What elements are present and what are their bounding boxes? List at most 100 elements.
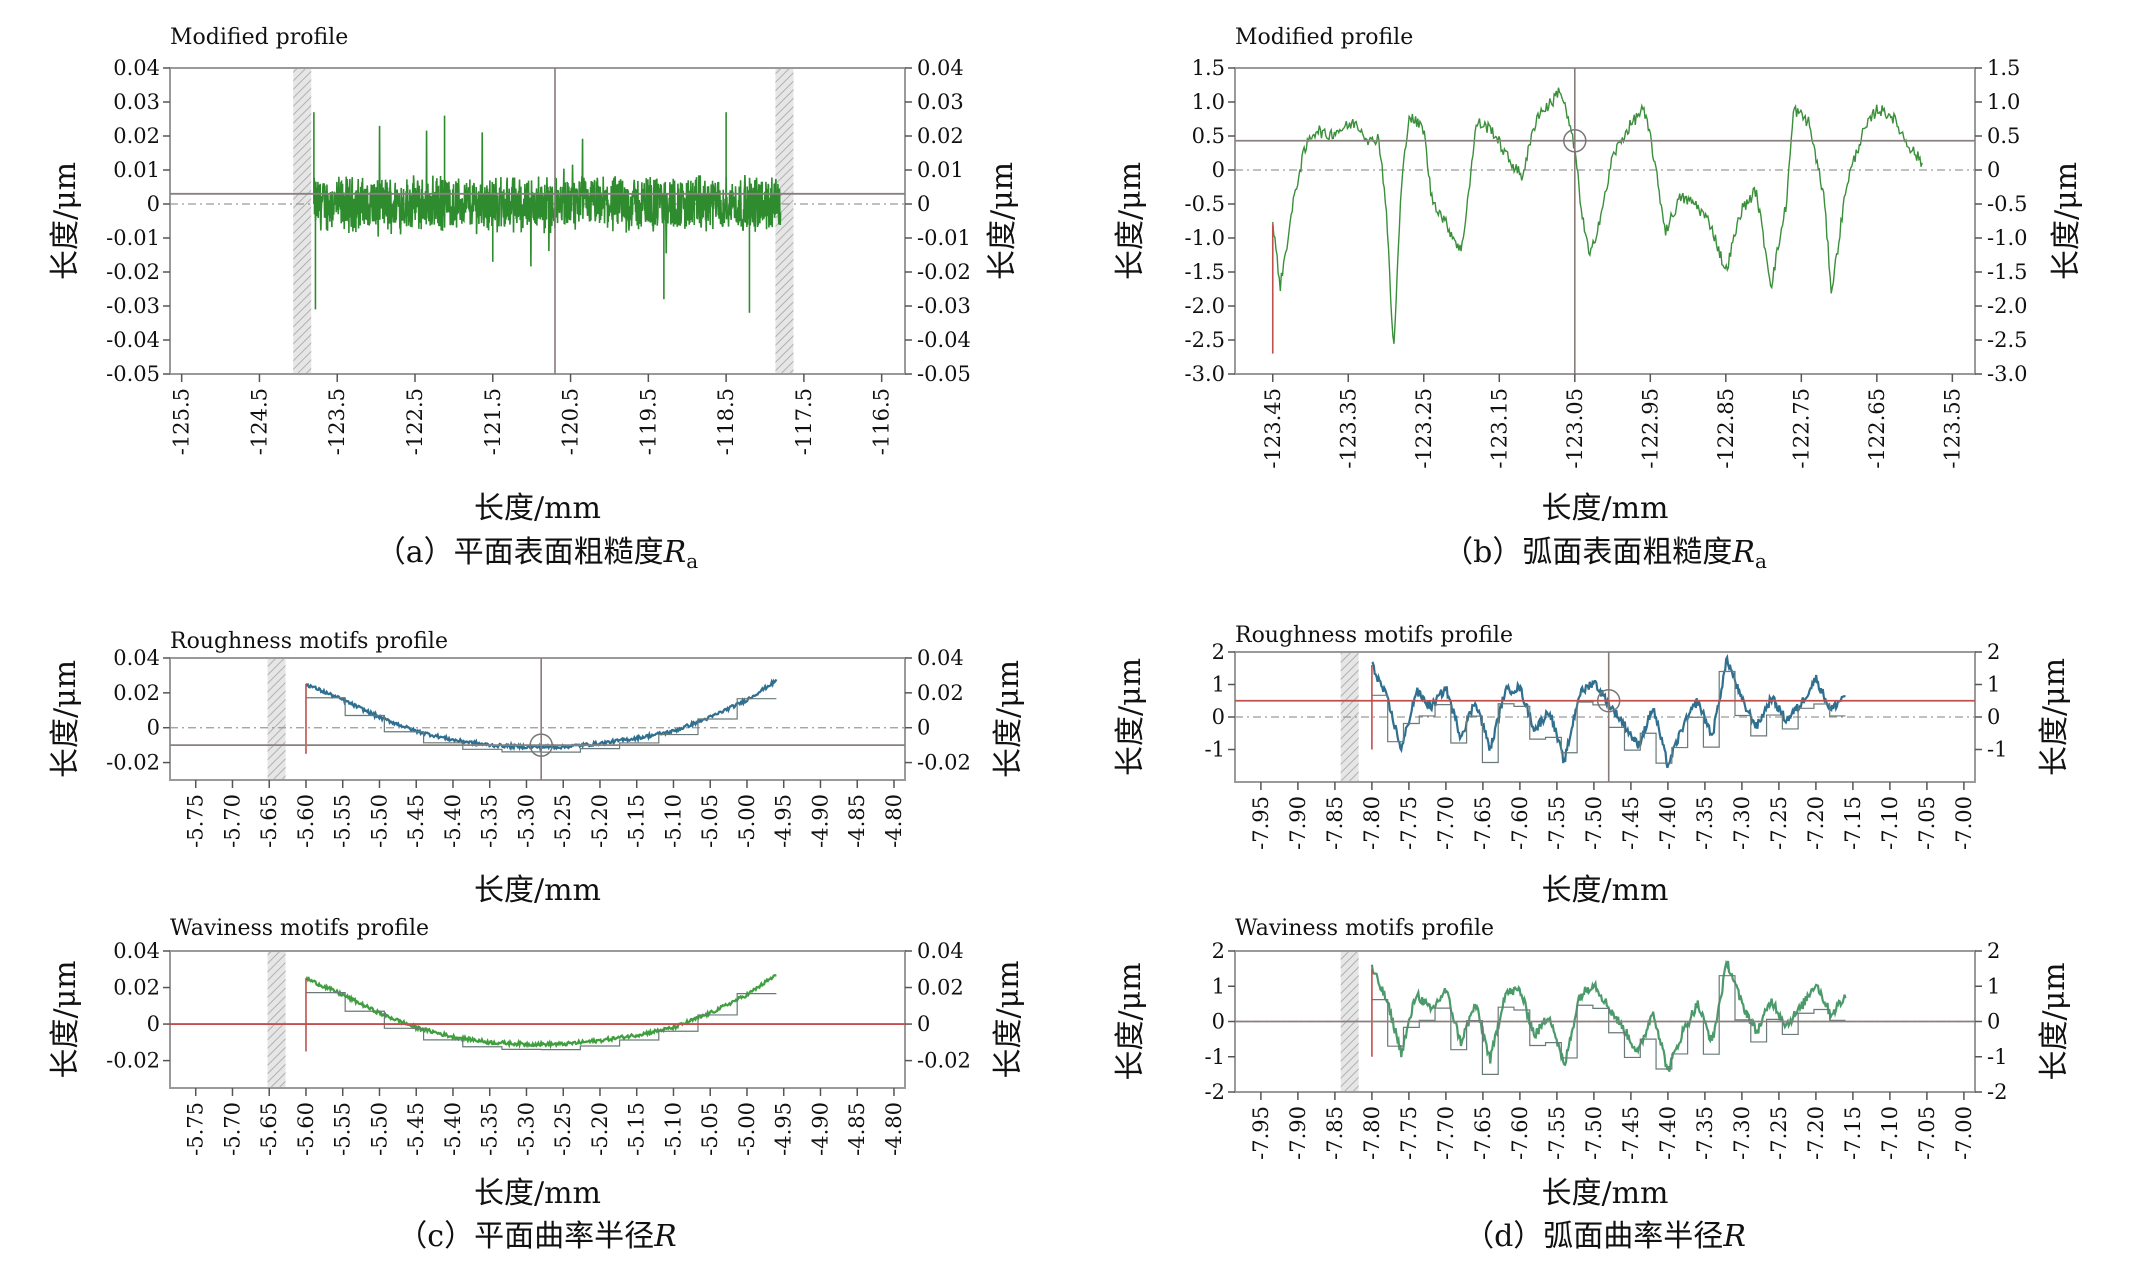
x-tick-label: -7.05 (1915, 1106, 1939, 1160)
y-tick-label-right: 1.0 (1987, 90, 2020, 114)
x-tick-label: -123.25 (1412, 388, 1436, 469)
x-axis-label: 长度/mm (474, 1176, 601, 1211)
x-tick-label: -5.05 (698, 794, 722, 848)
plot-title: Waviness motifs profile (170, 916, 429, 941)
x-tick-label: -7.35 (1693, 1106, 1717, 1160)
y-tick-label-right: 0.03 (917, 90, 964, 114)
y-tick-label: 1 (1212, 974, 1225, 998)
x-tick-label: -122.95 (1638, 388, 1662, 469)
y-tick-label-right: 0.5 (1987, 124, 2020, 148)
x-tick-label: -7.00 (1952, 1106, 1976, 1160)
y-tick-label: -0.02 (106, 260, 160, 284)
y-tick-label: -0.5 (1185, 192, 1226, 216)
y-tick-label: 0 (1212, 705, 1225, 729)
y-tick-label-right: -0.01 (917, 226, 971, 250)
y-tick-label: -1 (1205, 738, 1225, 762)
y-tick-label-right: 0.04 (917, 56, 964, 80)
plot-frame (169, 657, 906, 781)
y-tick-label-right: -0.02 (917, 751, 971, 775)
panel-caption: （c）平面曲率半径R (397, 1219, 676, 1254)
x-tick-label: -7.95 (1249, 796, 1273, 850)
x-tick-label: -5.40 (441, 794, 465, 848)
x-tick-label: -5.35 (478, 794, 502, 848)
y-tick-label: -3.0 (1185, 362, 1226, 386)
x-tick-label: -7.55 (1545, 1106, 1569, 1160)
x-tick-label: -4.90 (808, 1102, 832, 1156)
y-axis-label-right: 长度/μm (2037, 962, 2072, 1080)
x-axis-label: 长度/mm (1541, 873, 1668, 908)
cursor-marker[interactable] (1563, 129, 1587, 153)
x-tick-label: -7.70 (1434, 796, 1458, 850)
y-tick-label-right: 0 (1987, 158, 2000, 182)
x-tick-label: -122.85 (1714, 388, 1738, 469)
y-tick-label: -1.5 (1185, 260, 1226, 284)
motif-steps (1371, 975, 1846, 1075)
panel-d2: Waviness motifs profile 2 2 1 1 0 0 -1 -1 -2 -2 -7.… (1113, 916, 2072, 1254)
cursor-marker[interactable] (1596, 689, 1621, 713)
x-axis-label: 长度/mm (1541, 1176, 1668, 1211)
x-tick-label: -125.5 (170, 388, 194, 455)
y-axis-label: 长度/μm (48, 960, 83, 1078)
y-tick-label: 2 (1212, 640, 1225, 664)
y-tick-label: -0.04 (106, 328, 160, 352)
x-tick-label: -7.75 (1397, 1106, 1421, 1160)
x-tick-label: -5.10 (661, 794, 685, 848)
y-tick-label: -2.0 (1185, 294, 1226, 318)
x-tick-label: -4.95 (772, 1102, 796, 1156)
x-tick-label: -5.30 (514, 794, 538, 848)
x-tick-label: -121.5 (481, 388, 505, 455)
y-tick-label: -2 (1205, 1080, 1225, 1104)
x-tick-label: -123.15 (1487, 388, 1511, 469)
y-tick-label-right: -0.5 (1987, 192, 2028, 216)
y-tick-label-right: 0.01 (917, 158, 964, 182)
y-tick-label: 0.01 (113, 158, 160, 182)
x-tick-label: -4.80 (882, 1102, 906, 1156)
x-tick-label: -117.5 (792, 388, 816, 455)
x-tick-label: -5.20 (588, 794, 612, 848)
x-tick-label: -7.50 (1582, 1106, 1606, 1160)
y-tick-label-right: 1 (1987, 673, 2000, 697)
x-tick-label: -5.75 (184, 1102, 208, 1156)
y-tick-label: 1.5 (1192, 56, 1225, 80)
y-axis-label-right: 长度/μm (2049, 162, 2084, 280)
x-tick-label: -5.30 (514, 1102, 538, 1156)
x-tick-label: -123.05 (1563, 388, 1587, 469)
panel-a: Modified profile 0.04 0.04 0.03 0.03 0.02 0.02… (48, 25, 1020, 573)
x-tick-label: -5.25 (551, 794, 575, 848)
y-tick-label: -2.5 (1185, 328, 1226, 352)
y-tick-label-right: -1 (1987, 1045, 2007, 1069)
x-tick-label: -7.30 (1730, 1106, 1754, 1160)
y-tick-label: 0.02 (113, 976, 160, 1000)
x-tick-label: -7.10 (1878, 1106, 1902, 1160)
excluded-region-band (267, 659, 286, 779)
profile-line (305, 974, 777, 1050)
y-axis-label-right: 长度/μm (2037, 658, 2072, 776)
x-tick-label: -5.70 (220, 794, 244, 848)
y-tick-label-right: -0.02 (917, 1049, 971, 1073)
x-tick-label: -7.15 (1841, 1106, 1865, 1160)
y-axis-label: 长度/μm (1113, 162, 1148, 280)
x-tick-label: -5.45 (404, 1102, 428, 1156)
x-tick-label: -5.35 (478, 1102, 502, 1156)
x-tick-label: -5.55 (331, 1102, 355, 1156)
y-tick-label: 1 (1212, 673, 1225, 697)
profile-line (313, 125, 782, 267)
panel-b: Modified profile 1.5 1.5 1.0 1.0 0.5 0.5 0 0 -0.5… (1113, 25, 2084, 573)
y-tick-label-right: -0.04 (917, 328, 971, 352)
x-tick-label: -116.5 (870, 388, 894, 455)
y-tick-label-right: 1.5 (1987, 56, 2020, 80)
y-tick-label: 2 (1212, 939, 1225, 963)
y-tick-label-right: -0.05 (917, 362, 971, 386)
y-tick-label: -1.0 (1185, 226, 1226, 250)
cursor-marker[interactable] (529, 733, 553, 757)
x-tick-label: -4.80 (882, 794, 906, 848)
y-tick-label-right: 0.02 (917, 681, 964, 705)
y-tick-label-right: 0.04 (917, 939, 964, 963)
y-tick-label-right: -2 (1987, 1080, 2007, 1104)
y-tick-label-right: 0.02 (917, 976, 964, 1000)
profile-line (1272, 87, 1923, 344)
y-tick-label: 0.04 (113, 56, 160, 80)
x-tick-label: -122.75 (1789, 388, 1813, 469)
